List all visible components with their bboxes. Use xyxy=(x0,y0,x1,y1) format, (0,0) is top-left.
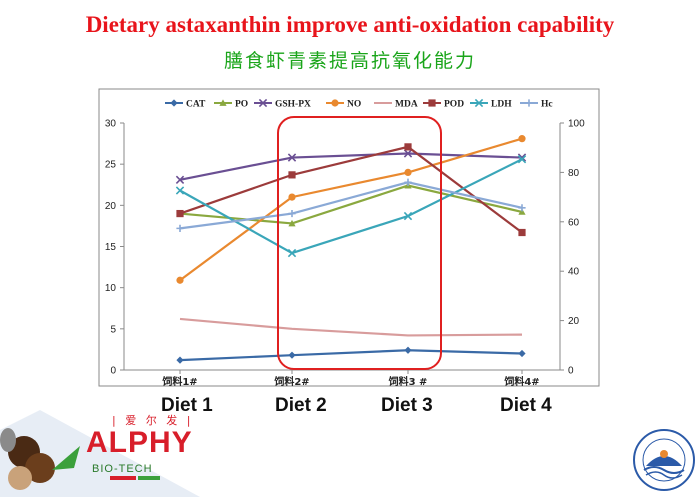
slide-subtitle: 膳食虾青素提高抗氧化能力 xyxy=(223,50,476,72)
data-point-ldh xyxy=(175,186,185,195)
y-left-tick-label: 10 xyxy=(105,283,117,294)
legend-label-cat: CAT xyxy=(186,100,206,110)
data-point-gsh-px xyxy=(403,149,413,158)
data-point-pod xyxy=(518,228,526,237)
diet-label-2: Diet 2 xyxy=(275,395,327,416)
data-point-gsh-px xyxy=(287,153,297,162)
x-tick-label: 饲料2# xyxy=(273,375,309,388)
y-left-tick-label: 15 xyxy=(105,242,117,253)
diet-label-1: Diet 1 xyxy=(161,395,213,416)
data-point-no xyxy=(518,135,526,143)
y-left-tick-label: 30 xyxy=(105,119,117,130)
series-line-po xyxy=(179,184,523,225)
data-point-cat xyxy=(176,356,184,364)
data-point-ldh xyxy=(403,211,413,221)
x-tick-label: 饲料4# xyxy=(503,375,539,388)
data-point-no xyxy=(288,193,296,201)
y-right-tick-label: 60 xyxy=(568,217,580,228)
y-left-tick-label: 0 xyxy=(110,366,116,377)
data-point-cat xyxy=(518,349,526,358)
highlight-box xyxy=(277,116,442,370)
y-right-tick-label: 80 xyxy=(568,168,580,179)
legend-label-mda: MDA xyxy=(395,100,418,110)
data-point-cat xyxy=(404,346,412,354)
data-point-ldh xyxy=(287,248,297,258)
series-line-cat xyxy=(179,349,523,362)
legend-label-ldh: LDH xyxy=(491,100,512,110)
data-point-hc xyxy=(404,178,412,186)
data-point-no xyxy=(404,168,412,176)
data-point-po xyxy=(288,219,296,227)
legend-label-gsh-px: GSH-PX xyxy=(275,100,311,110)
series-mda xyxy=(179,317,523,337)
alphy-logo-graphic xyxy=(0,410,200,497)
data-point-hc xyxy=(176,224,184,232)
x-tick-label: 饲料1# xyxy=(161,375,197,388)
series-line-no xyxy=(179,137,523,282)
series-line-pod xyxy=(179,145,523,234)
legend-marker-ldh xyxy=(474,98,484,108)
y-left-tick-label: 25 xyxy=(105,160,117,171)
data-point-gsh-px xyxy=(175,175,185,184)
data-point-cat xyxy=(288,351,296,359)
data-point-pod xyxy=(176,209,184,218)
brand-subtitle: BIO-TECH xyxy=(92,463,153,475)
y-right-tick-label: 40 xyxy=(568,267,580,278)
series-line-hc xyxy=(179,181,523,230)
legend-label-no: NO xyxy=(347,100,361,110)
diet-label-3: Diet 3 xyxy=(381,395,433,416)
legend-label-po: PO xyxy=(235,100,248,110)
legend-marker-po xyxy=(219,99,227,106)
y-left-tick-label: 5 xyxy=(110,324,116,335)
data-point-pod xyxy=(404,143,412,151)
series-no xyxy=(176,135,526,284)
x-tick-label: 饲料3 # xyxy=(388,375,428,388)
legend-label-pod: POD xyxy=(444,100,464,110)
series-hc xyxy=(176,178,526,232)
legend-marker-cat xyxy=(170,99,178,107)
data-point-no xyxy=(176,276,184,284)
data-point-po xyxy=(518,208,526,215)
series-line-mda xyxy=(179,317,523,337)
brand-name: ALPHY xyxy=(86,426,193,459)
data-point-pod xyxy=(288,171,296,179)
y-right-tick-label: 0 xyxy=(568,366,574,377)
legend-marker-hc xyxy=(525,99,533,107)
chart-frame xyxy=(98,88,600,387)
data-point-hc xyxy=(518,204,526,212)
series-cat xyxy=(176,346,526,364)
y-right-tick-label: 100 xyxy=(568,119,585,130)
legend-marker-no xyxy=(331,99,339,107)
legend-marker-gsh-px xyxy=(258,98,268,108)
brand-chinese-name: | 爱 尔 发 | xyxy=(112,414,194,427)
university-seal-icon xyxy=(633,429,695,491)
y-left-tick-label: 20 xyxy=(105,201,117,212)
y-right-tick-label: 20 xyxy=(568,316,580,327)
slide-title: Dietary astaxanthin improve anti-oxidati… xyxy=(85,12,615,37)
data-point-ldh xyxy=(517,155,527,164)
diet-label-4: Diet 4 xyxy=(500,395,552,416)
data-point-hc xyxy=(288,209,296,218)
legend-marker-pod xyxy=(428,99,436,107)
series-pod xyxy=(176,143,526,237)
legend-label-hc: Hc xyxy=(541,100,553,110)
